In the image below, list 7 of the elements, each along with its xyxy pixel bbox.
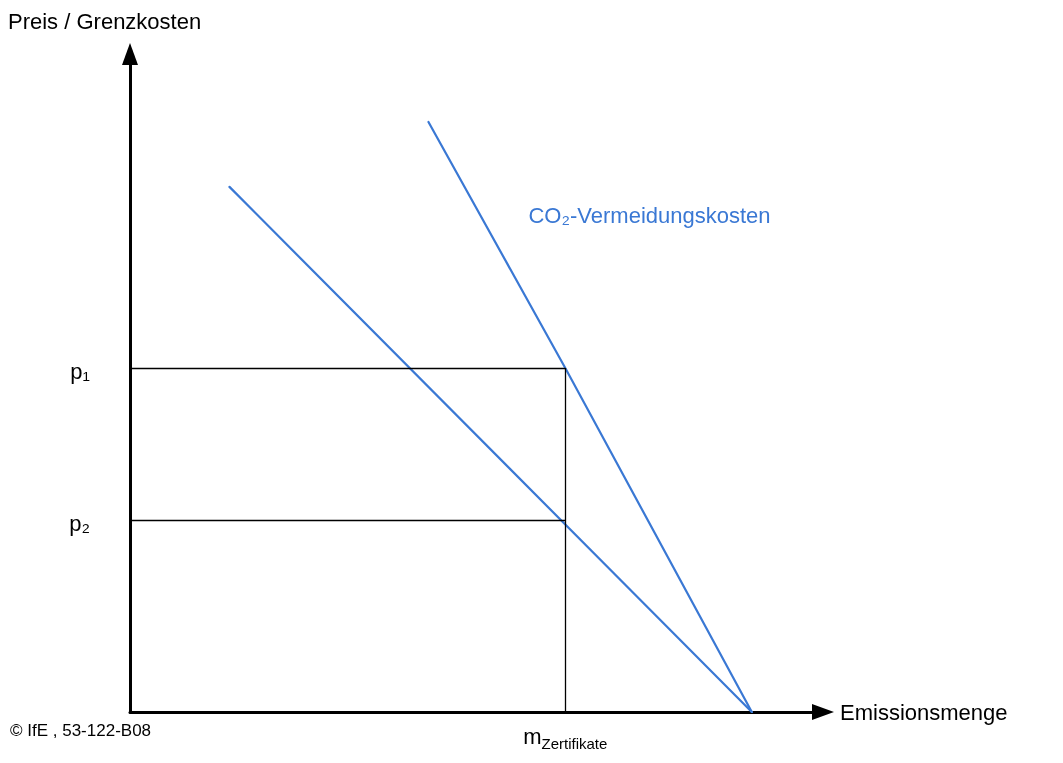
ref-line-label: p₁: [70, 358, 90, 384]
text: © IfE , 53-122-B08: [10, 721, 152, 740]
text: m$_{Zertifikate}$: [523, 724, 608, 753]
x-axis-title: Emissionsmenge: [840, 699, 1008, 725]
y-axis-title: Preis / Grenzkosten: [8, 8, 202, 34]
ref-line-label: p₂: [69, 510, 90, 536]
series-label: CO₂-Vermeidungskosten: [528, 202, 771, 228]
